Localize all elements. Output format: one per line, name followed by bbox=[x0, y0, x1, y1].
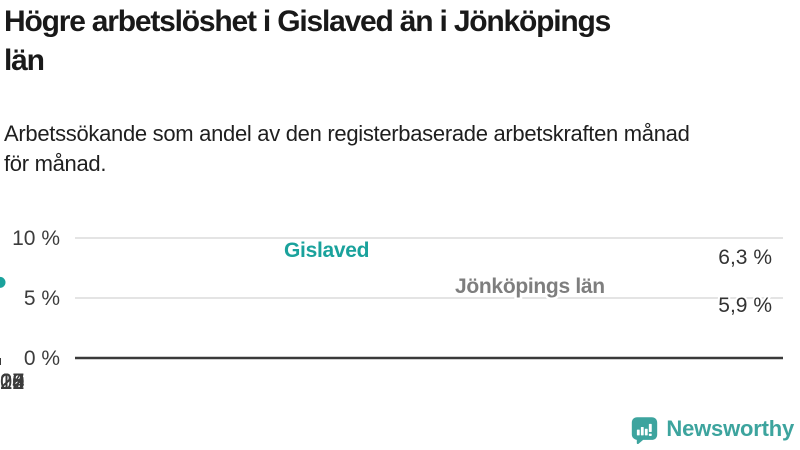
chart-subtitle-line2: för månad. bbox=[4, 151, 107, 176]
page-title-line2: län bbox=[4, 44, 45, 77]
x-tick-label-2024: 2024 bbox=[0, 369, 24, 394]
end-value-label-gislaved: 6,3 % bbox=[718, 246, 772, 269]
x-tick-label-2020: 2020 bbox=[0, 369, 24, 394]
newsworthy-branding: Newsworthy bbox=[630, 414, 794, 444]
page-title: Högre arbetslöshet i Gislaved än i Jönkö… bbox=[4, 2, 796, 80]
y-tick-label-10pct: 10 % bbox=[12, 227, 60, 250]
x-tick-label-2017: 2017 bbox=[0, 369, 24, 394]
newsworthy-logo-icon bbox=[632, 416, 658, 444]
x-tick-label-2008: 2008 bbox=[0, 369, 24, 394]
chart-subtitle-line1: Arbetssökande som andel av den registerb… bbox=[4, 121, 690, 146]
series-label-jonkoping: Jönköpings län bbox=[455, 275, 605, 298]
chart-subtitle: Arbetssökande som andel av den registerb… bbox=[4, 119, 796, 179]
y-tick-label-0pct: 0 % bbox=[24, 347, 60, 370]
gislaved-end-dot bbox=[0, 276, 6, 288]
x-tick-label-2010: 2010 bbox=[0, 369, 24, 394]
x-tick-label-2015: 2015 bbox=[0, 369, 24, 394]
y-tick-label-5pct: 5 % bbox=[24, 287, 60, 310]
x-tick-label-2012: 2012 bbox=[0, 369, 24, 394]
series-label-gislaved: Gislaved bbox=[284, 239, 369, 262]
end-value-label-jonkoping: 5,9 % bbox=[718, 294, 772, 317]
newsworthy-wordmark: Newsworthy bbox=[666, 416, 794, 441]
page-title-line1: Högre arbetslöshet i Gislaved än i Jönkö… bbox=[4, 5, 611, 38]
